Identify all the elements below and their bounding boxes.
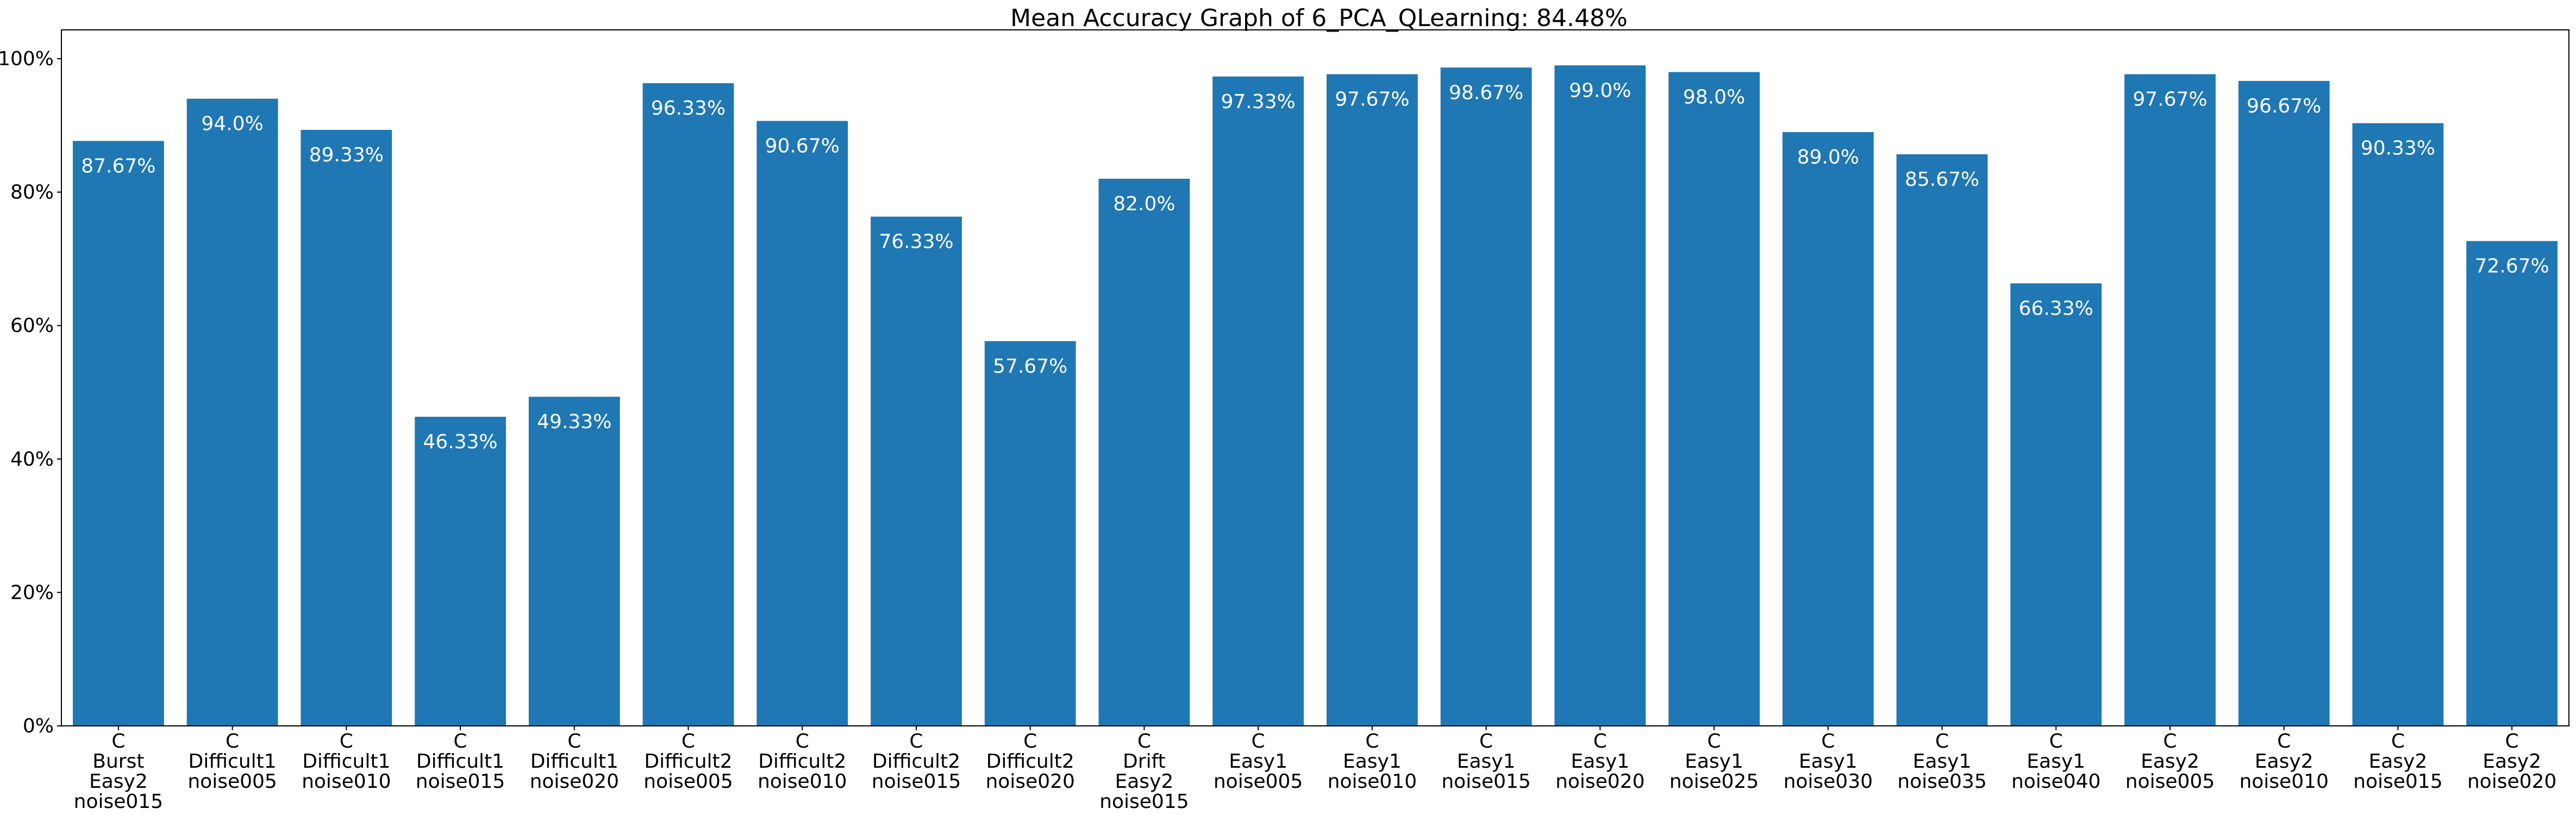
x-tick-label: C Easy1 noise020 — [1555, 730, 1645, 793]
bar — [871, 216, 962, 726]
bar-value-label: 89.33% — [309, 144, 384, 166]
bar-value-label: 98.67% — [1449, 82, 1523, 104]
x-tick-label: C Drift Easy2 noise015 — [1099, 730, 1189, 813]
x-tick-label: C Easy2 noise020 — [2467, 730, 2556, 793]
x-tick-label: C Easy2 noise015 — [2353, 730, 2442, 793]
chart-title: Mean Accuracy Graph of 6_PCA_QLearning: … — [1010, 4, 1628, 32]
bar-value-label: 96.33% — [651, 97, 726, 120]
bar — [2010, 283, 2102, 726]
bar-value-label: 98.0% — [1683, 86, 1745, 109]
plot-frame — [61, 29, 2569, 726]
bar — [984, 341, 1076, 726]
bar-value-label: 72.67% — [2474, 255, 2549, 278]
bar-value-label: 66.33% — [2019, 298, 2093, 320]
x-tick-label: C Difficult2 noise005 — [643, 730, 733, 793]
bar-value-label: 94.0% — [201, 113, 263, 135]
y-axis: 0% 20% 40% 60% 80% 100% — [0, 48, 61, 737]
bar-value-label: 96.67% — [2247, 95, 2321, 117]
x-tick-label: C Difficult2 noise015 — [872, 730, 961, 793]
x-tick-label: C Easy1 noise030 — [1784, 730, 1873, 793]
bar-value-label: 90.33% — [2361, 137, 2435, 160]
y-tick-label: 40% — [10, 448, 54, 471]
y-tick-label: 0% — [23, 715, 54, 737]
x-tick-label: C Easy1 noise025 — [1670, 730, 1759, 793]
x-tick-label: C Easy1 noise005 — [1214, 730, 1303, 793]
bar — [73, 141, 164, 726]
bar — [2466, 241, 2558, 726]
bar — [415, 417, 506, 726]
bar-value-label: 89.0% — [1797, 146, 1859, 168]
x-tick-label: C Difficult1 noise015 — [416, 730, 505, 793]
bar — [1327, 74, 1418, 726]
bar — [1440, 67, 1532, 726]
value-labels-group: 87.67% 94.0% 89.33% 46.33% 49.33% 96.33% 90.67… — [81, 79, 2549, 453]
bar — [1896, 154, 1988, 726]
x-tick-label: C Difficult1 noise020 — [530, 730, 619, 793]
x-tick-label: C Difficult1 noise005 — [187, 730, 277, 793]
bar — [1098, 179, 1190, 726]
bar — [1554, 65, 1646, 726]
bar-value-label: 97.67% — [1335, 89, 1409, 111]
x-tick-label: C Easy1 noise040 — [2011, 730, 2100, 793]
x-tick-label: C Difficult2 noise010 — [758, 730, 847, 793]
bar-value-label: 76.33% — [879, 231, 953, 253]
bars-group — [73, 65, 2558, 726]
x-tick-label: C Easy2 noise005 — [2125, 730, 2215, 793]
bar — [1782, 132, 1874, 726]
bar — [301, 130, 392, 726]
bar-value-label: 85.67% — [1905, 168, 1979, 191]
bar — [642, 83, 734, 726]
bar — [2238, 80, 2330, 726]
bar-value-label: 46.33% — [423, 431, 497, 453]
x-tick-label: C Burst Easy2 noise015 — [74, 730, 163, 813]
bar — [528, 397, 620, 726]
x-tick-label: C Difficult2 noise020 — [985, 730, 1074, 793]
bar-value-label: 99.0% — [1569, 79, 1631, 102]
bar-value-label: 87.67% — [81, 155, 155, 177]
x-tick-label: C Easy1 noise010 — [1328, 730, 1417, 793]
bar — [2352, 123, 2444, 726]
x-tick-label: C Difficult1 noise010 — [302, 730, 391, 793]
bar — [186, 98, 278, 726]
bar-value-label: 97.67% — [2133, 89, 2207, 111]
bar-value-label: 97.33% — [1221, 91, 1295, 113]
bar — [1212, 76, 1304, 726]
x-axis: C Burst Easy2 noise015 C Difficult1 noise005 C D… — [74, 726, 2556, 813]
x-tick-label: C Easy1 noise035 — [1897, 730, 1986, 793]
y-tick-label: 80% — [10, 181, 54, 204]
bar-value-label: 49.33% — [537, 411, 611, 433]
x-tick-label: C Easy2 noise010 — [2239, 730, 2328, 793]
y-tick-label: 100% — [0, 48, 54, 70]
y-tick-label: 60% — [10, 315, 54, 337]
y-tick-label: 20% — [10, 581, 54, 604]
bar — [2124, 74, 2216, 726]
bar-value-label: 90.67% — [765, 135, 840, 158]
x-tick-label: C Easy1 noise015 — [1441, 730, 1530, 793]
bar — [1668, 72, 1760, 726]
bar-value-label: 82.0% — [1113, 193, 1175, 215]
bar — [756, 121, 848, 726]
bar-value-label: 57.67% — [993, 355, 1067, 378]
